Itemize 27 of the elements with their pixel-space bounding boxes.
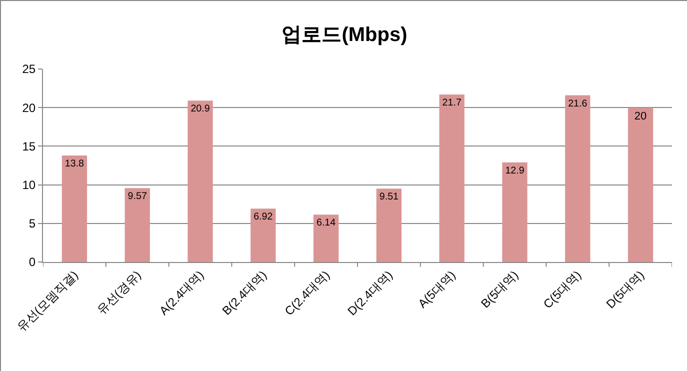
data-label: 13.8	[64, 158, 85, 170]
bar	[565, 95, 590, 262]
bar	[62, 155, 88, 262]
bar	[628, 108, 654, 262]
y-tick-label: 25	[22, 62, 36, 76]
y-tick-label: 0	[28, 255, 36, 270]
data-label: 21.6	[568, 98, 588, 110]
data-label: 20	[634, 110, 647, 123]
data-label: 9.57	[128, 191, 147, 202]
bar	[502, 162, 528, 262]
bar	[439, 94, 464, 262]
bar	[313, 214, 339, 262]
bar	[188, 100, 213, 262]
bar	[124, 188, 150, 262]
data-label: 6.14	[316, 218, 336, 229]
y-tick-label: 5	[28, 216, 36, 231]
y-tick-label: 10	[22, 178, 36, 192]
bar	[250, 208, 276, 262]
data-label: 12.9	[505, 165, 524, 176]
chart-title: 업로드(Mbps)	[282, 24, 408, 46]
y-tick-label: 20	[22, 100, 36, 115]
data-label: 9.51	[379, 192, 399, 203]
data-label: 6.92	[254, 212, 273, 223]
data-label: 20.9	[190, 104, 210, 115]
y-tick-label: 15	[22, 139, 36, 154]
bar	[376, 188, 402, 262]
data-label: 21.7	[442, 98, 462, 109]
